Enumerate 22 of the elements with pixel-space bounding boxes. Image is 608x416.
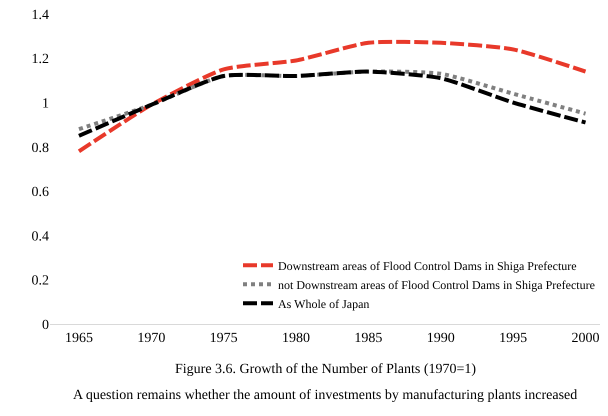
y-tick-label: 1.2 bbox=[32, 52, 49, 68]
legend-label: not Downstream areas of Flood Control Dams in Shiga Prefecture bbox=[278, 278, 595, 292]
x-tick-label: 1965 bbox=[64, 330, 93, 346]
y-tick-label: 0.2 bbox=[32, 274, 49, 289]
text: Figure 3.6. Growth of the Number of Plants (1970=1) bbox=[175, 362, 476, 377]
line-series bbox=[76, 40, 588, 154]
y-tick-label: 0.4 bbox=[32, 229, 49, 244]
x-tick-label: 2000 bbox=[572, 330, 600, 346]
x-tick-label: 1990 bbox=[426, 330, 455, 346]
y-tick-label: 0 bbox=[42, 318, 49, 333]
legend-label: As Whole of Japan bbox=[278, 296, 370, 311]
y-tick-label: 0.8 bbox=[32, 140, 49, 156]
y-tick-label: 0.6 bbox=[32, 185, 49, 200]
x-tick-label: 1995 bbox=[499, 330, 528, 346]
y-tick-label: 1.4 bbox=[32, 8, 49, 23]
legend-label: Downstream areas of Flood Control Dams in Shiga Prefecture bbox=[278, 258, 577, 273]
text: A question remains whether the amount of investments by manufacturing plants increased bbox=[73, 388, 578, 403]
x-tick-label: 1980 bbox=[282, 330, 310, 346]
y-tick-label: 1 bbox=[42, 96, 49, 112]
x-tick-label: 1975 bbox=[210, 330, 238, 346]
x-tick-label: 1970 bbox=[137, 330, 166, 346]
x-tick-label: 1985 bbox=[354, 330, 382, 346]
